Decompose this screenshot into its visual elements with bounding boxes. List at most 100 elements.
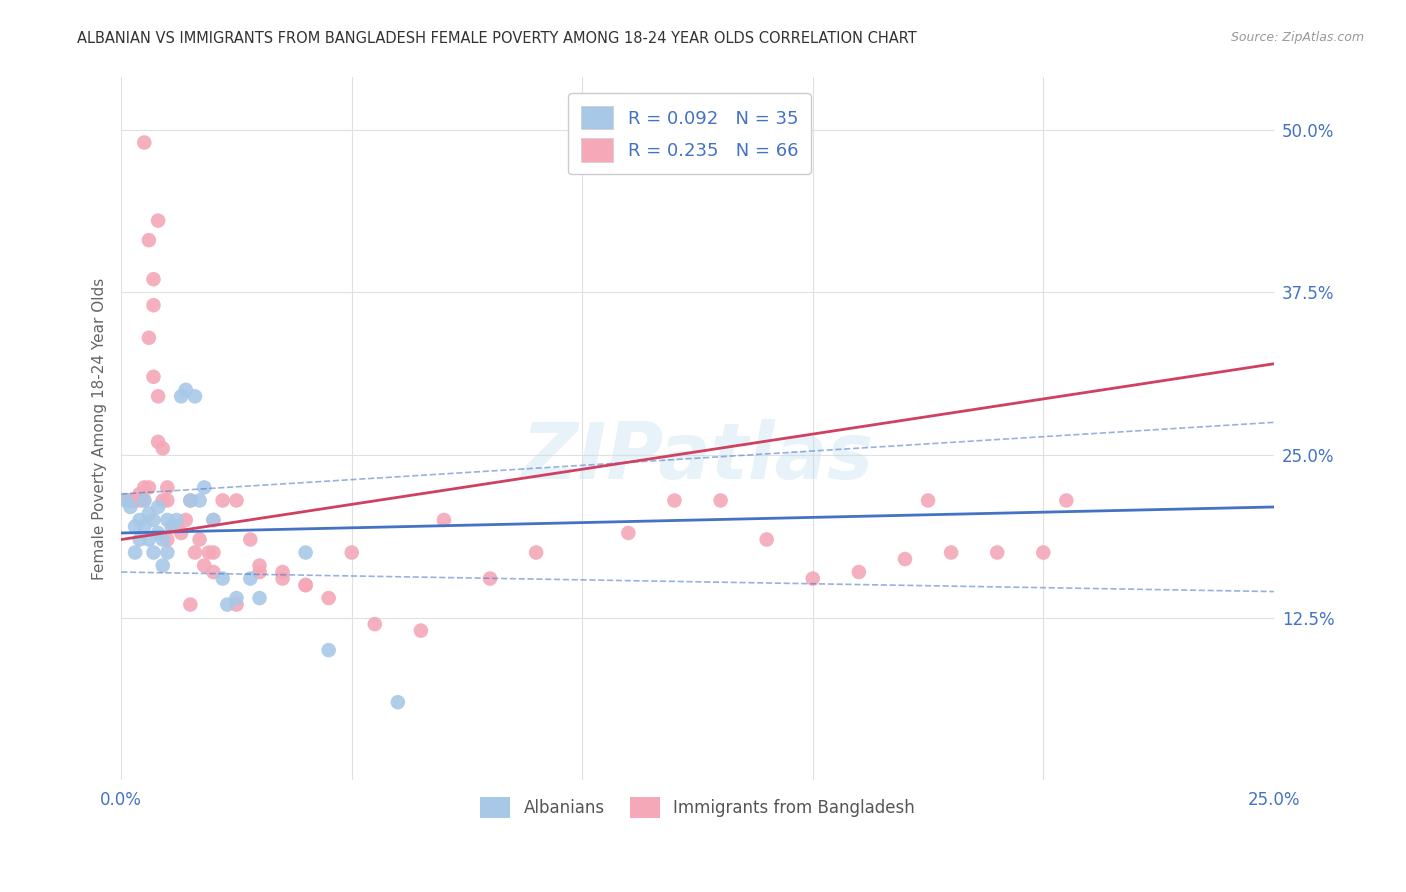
Point [146, 500, 169, 514]
Point [120, 500, 142, 514]
Point [986, 545, 1008, 559]
Point [184, 545, 207, 559]
Point [138, 480, 160, 494]
Point [217, 598, 239, 612]
Point [917, 493, 939, 508]
Point [138, 233, 160, 247]
Point [1054, 493, 1077, 508]
Point [249, 591, 271, 605]
Point [160, 519, 183, 533]
Point [387, 695, 409, 709]
Point [134, 136, 156, 150]
Point [152, 533, 174, 547]
Point [142, 272, 165, 286]
Text: Source: ZipAtlas.com: Source: ZipAtlas.com [1230, 31, 1364, 45]
Point [193, 480, 215, 494]
Point [134, 480, 156, 494]
Point [138, 331, 160, 345]
Point [146, 434, 169, 449]
Point [202, 545, 225, 559]
Point [202, 513, 225, 527]
Point [128, 493, 150, 508]
Point [174, 383, 197, 397]
Point [211, 572, 233, 586]
Point [174, 513, 197, 527]
Point [120, 493, 142, 508]
Point [894, 552, 917, 566]
Point [124, 519, 146, 533]
Point [193, 558, 215, 573]
Point [617, 526, 640, 541]
Point [202, 565, 225, 579]
Point [152, 493, 174, 508]
Text: ZIPatlas: ZIPatlas [522, 419, 873, 495]
Point [160, 519, 183, 533]
Point [249, 558, 271, 573]
Point [939, 545, 962, 559]
Point [134, 519, 156, 533]
Point [166, 519, 188, 533]
Point [134, 493, 156, 508]
Point [225, 493, 247, 508]
Point [128, 533, 150, 547]
Point [179, 493, 201, 508]
Legend: Albanians, Immigrants from Bangladesh: Albanians, Immigrants from Bangladesh [474, 790, 921, 825]
Point [664, 493, 686, 508]
Point [156, 493, 179, 508]
Point [124, 493, 146, 508]
Point [166, 513, 188, 527]
Point [170, 389, 193, 403]
Point [709, 493, 731, 508]
Point [156, 480, 179, 494]
Point [146, 526, 169, 541]
Point [364, 617, 387, 632]
Point [152, 558, 174, 573]
Point [179, 598, 201, 612]
Point [433, 513, 456, 527]
Point [524, 545, 547, 559]
Point [114, 493, 136, 508]
Point [152, 442, 174, 456]
Point [755, 533, 778, 547]
Point [142, 513, 165, 527]
Point [188, 493, 211, 508]
Point [225, 598, 247, 612]
Point [294, 545, 316, 559]
Point [239, 572, 262, 586]
Point [202, 513, 225, 527]
Point [124, 545, 146, 559]
Point [156, 533, 179, 547]
Point [409, 624, 432, 638]
Point [156, 545, 179, 559]
Point [239, 533, 262, 547]
Y-axis label: Female Poverty Among 18-24 Year Olds: Female Poverty Among 18-24 Year Olds [93, 277, 107, 580]
Point [294, 578, 316, 592]
Point [128, 487, 150, 501]
Point [479, 572, 502, 586]
Point [142, 298, 165, 312]
Point [225, 591, 247, 605]
Point [156, 513, 179, 527]
Point [318, 643, 340, 657]
Point [211, 493, 233, 508]
Point [184, 389, 207, 403]
Point [188, 533, 211, 547]
Text: ALBANIAN VS IMMIGRANTS FROM BANGLADESH FEMALE POVERTY AMONG 18-24 YEAR OLDS CORR: ALBANIAN VS IMMIGRANTS FROM BANGLADESH F… [77, 31, 917, 46]
Point [318, 591, 340, 605]
Point [146, 213, 169, 227]
Point [170, 526, 193, 541]
Point [294, 578, 316, 592]
Point [179, 493, 201, 508]
Point [848, 565, 870, 579]
Point [271, 565, 294, 579]
Point [134, 493, 156, 508]
Point [146, 389, 169, 403]
Point [1032, 545, 1054, 559]
Point [114, 493, 136, 508]
Point [249, 565, 271, 579]
Point [340, 545, 363, 559]
Point [128, 513, 150, 527]
Point [271, 572, 294, 586]
Point [138, 507, 160, 521]
Point [142, 369, 165, 384]
